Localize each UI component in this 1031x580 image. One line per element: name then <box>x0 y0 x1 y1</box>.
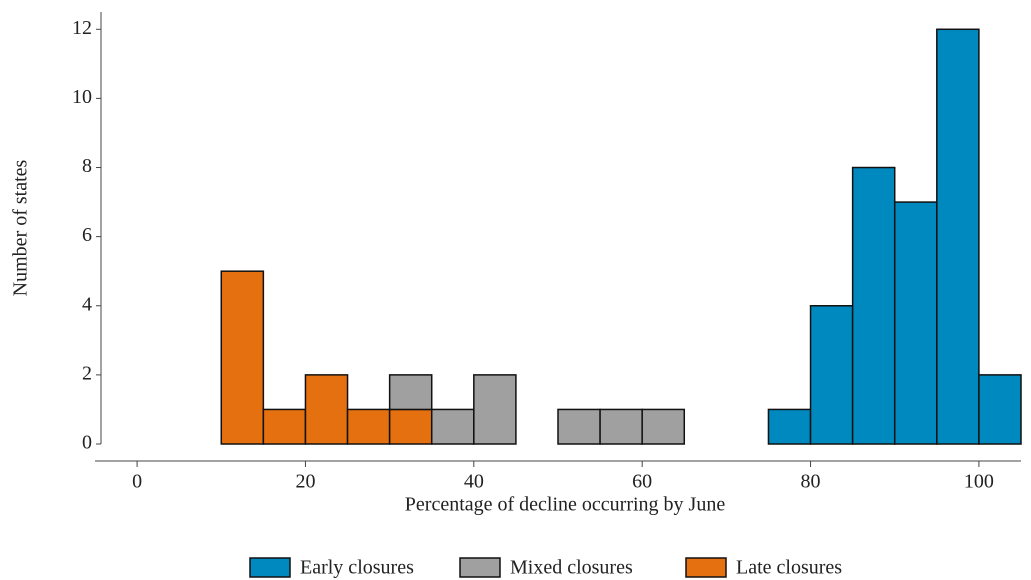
bar <box>851 166 896 445</box>
y-tick-label: 2 <box>82 362 92 384</box>
bar <box>641 408 686 445</box>
bar <box>304 374 349 445</box>
bar <box>388 374 433 411</box>
bar <box>262 408 307 445</box>
x-tick-label: 80 <box>801 471 821 493</box>
legend-swatch <box>249 557 291 578</box>
x-tick-label: 60 <box>632 471 652 493</box>
y-tick-label: 6 <box>82 224 92 246</box>
y-axis-label: Number of states <box>10 159 32 296</box>
y-tick-label: 10 <box>72 86 92 108</box>
x-tick-label: 0 <box>132 471 142 493</box>
bar <box>388 408 433 445</box>
bar <box>346 408 391 445</box>
bar <box>767 408 812 445</box>
bar <box>978 374 1022 445</box>
bar <box>599 408 643 445</box>
bar <box>809 305 854 445</box>
bar <box>893 201 938 445</box>
legend-swatch <box>459 557 501 578</box>
legend-label: Mixed closures <box>510 557 633 579</box>
legend-label: Early closures <box>300 557 414 579</box>
x-axis-label: Percentage of decline occurring by June <box>405 494 726 516</box>
legend-label: Late closures <box>736 557 842 579</box>
bar <box>220 270 265 445</box>
x-tick-label: 100 <box>964 471 994 493</box>
bar <box>936 28 980 445</box>
bar <box>430 408 475 445</box>
y-tick-label: 4 <box>82 293 92 315</box>
y-tick-label: 12 <box>72 17 92 39</box>
bar <box>557 408 601 445</box>
x-tick-label: 40 <box>464 471 484 493</box>
y-tick-label: 0 <box>82 432 92 454</box>
legend-swatch <box>685 557 727 578</box>
y-tick-label: 8 <box>82 155 92 177</box>
x-tick-label: 20 <box>295 471 315 493</box>
bar <box>473 374 517 445</box>
